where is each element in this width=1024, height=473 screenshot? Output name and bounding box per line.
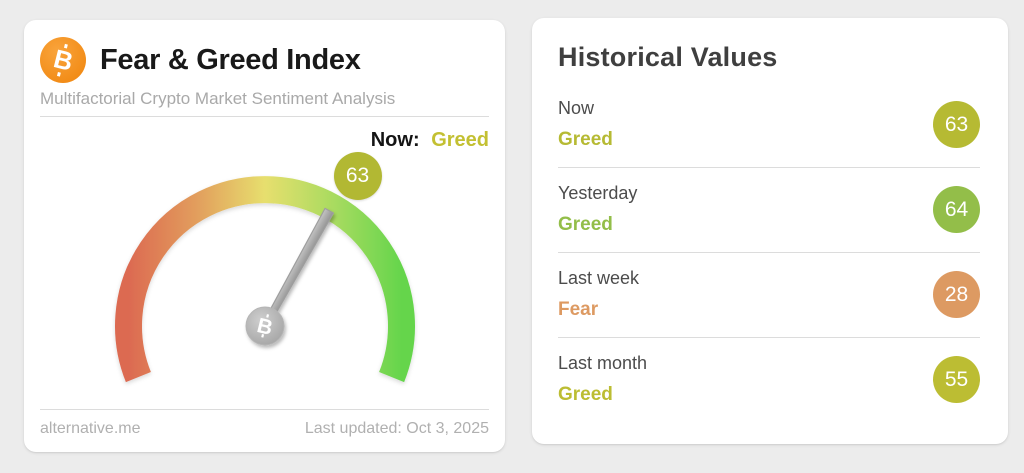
sentiment-gauge: B [114, 176, 415, 383]
fear-greed-gauge-card: B Fear & Greed Index Multifactorial Cryp… [24, 20, 505, 452]
page-title: Fear & Greed Index [100, 43, 361, 76]
gauge-value-badge: 63 [333, 152, 382, 200]
gauge-hub [245, 306, 284, 346]
row-value-badge: 28 [933, 271, 980, 318]
svg-text:B: B [254, 314, 274, 340]
historical-values-card: Historical Values Now Greed 63 Yesterday… [532, 18, 1008, 444]
header-divider [40, 116, 489, 117]
footer-divider [40, 409, 489, 410]
gauge-card-footer: alternative.me Last updated: Oct 3, 2025 [40, 420, 489, 438]
row-labels: Yesterday Greed [558, 183, 637, 236]
row-classification: Greed [558, 214, 613, 235]
hub-bitcoin-icon: B [254, 314, 274, 340]
row-period-label: Yesterday [558, 183, 638, 203]
row-period-label: Now [558, 98, 595, 118]
historical-row-last-month: Last month Greed 55 [558, 338, 980, 422]
bitcoin-b-glyph: B [50, 43, 76, 77]
row-classification: Fear [558, 299, 599, 320]
last-updated-text: Last updated: Oct 3, 2025 [304, 420, 489, 437]
subtitle: Multifactorial Crypto Market Sentiment A… [40, 89, 396, 108]
row-labels: Now Greed [558, 98, 613, 151]
bitcoin-icon: B [40, 37, 86, 83]
row-classification: Greed [558, 384, 613, 405]
row-period-label: Last month [558, 353, 648, 373]
now-label: Now: [370, 129, 420, 151]
historical-values-title: Historical Values [558, 42, 778, 72]
row-value-badge: 64 [933, 186, 980, 233]
row-classification: Greed [558, 129, 613, 150]
row-value-badge: 63 [933, 101, 980, 148]
historical-rows: Now Greed 63 Yesterday Greed 64 Last wee… [558, 83, 980, 422]
historical-row-last-week: Last week Fear 28 [558, 253, 980, 338]
row-value-badge: 55 [933, 356, 980, 403]
gauge-arc [114, 176, 415, 383]
current-sentiment-line: Now: Greed [40, 129, 489, 152]
now-value: Greed [431, 129, 489, 151]
row-period-label: Last week [558, 268, 640, 288]
source-link[interactable]: alternative.me [40, 420, 141, 437]
row-labels: Last month Greed [558, 353, 647, 406]
gauge-pointer: B [245, 207, 334, 346]
row-labels: Last week Fear [558, 268, 639, 321]
gauge-card-header: B Fear & Greed Index [40, 36, 489, 84]
historical-row-yesterday: Yesterday Greed 64 [558, 168, 980, 253]
gauge-area: B 63 [40, 152, 489, 409]
historical-row-now: Now Greed 63 [558, 83, 980, 168]
